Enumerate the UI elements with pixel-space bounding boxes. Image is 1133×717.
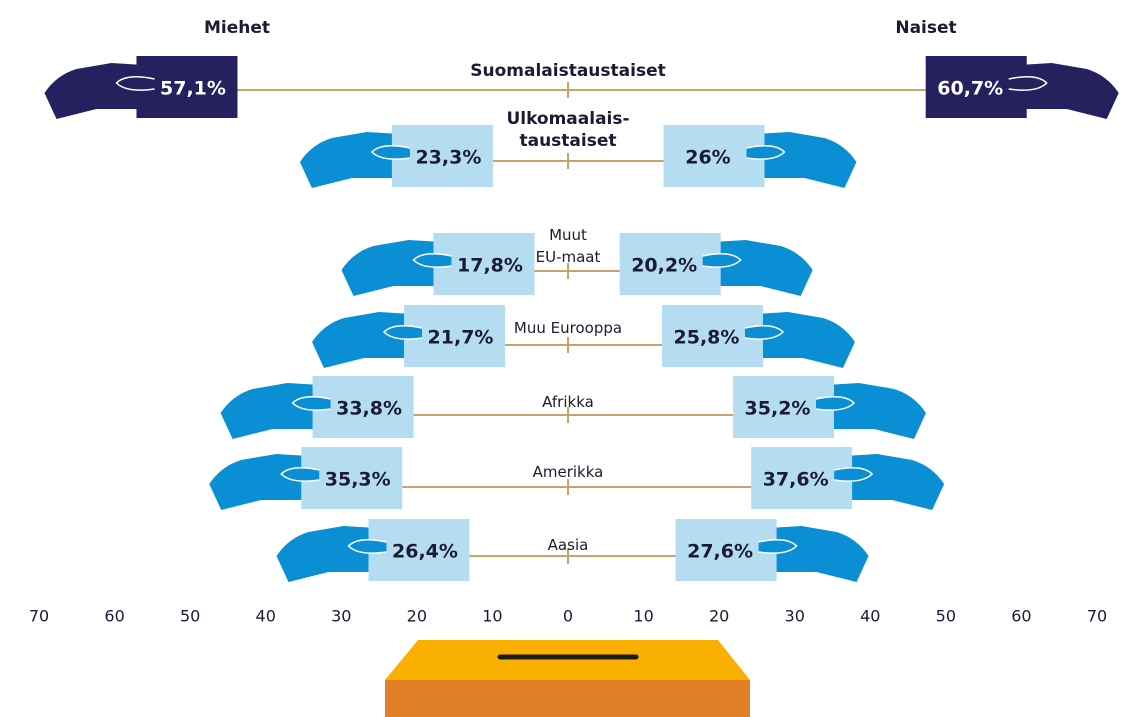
category-label: Aasia (448, 534, 688, 556)
x-tick-label: 10 (482, 607, 502, 626)
x-tick-label: 30 (331, 607, 351, 626)
category-label: Amerikka (448, 461, 688, 483)
category-label: Suomalaistaustaiset (448, 60, 688, 82)
value-label: 60,7% (937, 78, 1003, 100)
hand (844, 454, 944, 510)
series-header: Naiset (895, 18, 956, 38)
hand (44, 63, 144, 119)
x-tick-label: 30 (785, 607, 805, 626)
ballot-box-top (385, 640, 750, 680)
x-tick-label: 60 (1011, 607, 1031, 626)
value-label: 35,2% (745, 398, 811, 420)
hand (209, 454, 309, 510)
value-label: 27,6% (687, 541, 753, 563)
value-label: 37,6% (763, 469, 829, 491)
value-label: 57,1% (160, 78, 226, 100)
hand (276, 526, 376, 582)
x-tick-label: 40 (256, 607, 276, 626)
hand (341, 240, 441, 296)
x-tick-label: 60 (104, 607, 124, 626)
ballot-box-body (385, 680, 750, 717)
hand (221, 383, 321, 439)
category-label: Muut EU-maat (448, 224, 688, 268)
hand (312, 312, 412, 368)
x-tick-label: 50 (180, 607, 200, 626)
value-label: 35,3% (325, 469, 391, 491)
page: Miehet Naiset 70 60 50 40 30 20 10 0 10 20 30 40 50 6… (0, 0, 1133, 717)
hand (756, 132, 856, 188)
hand (826, 383, 926, 439)
hand (755, 312, 855, 368)
hand (1019, 63, 1119, 119)
category-label: Muu Eurooppa (448, 317, 688, 339)
hand (713, 240, 813, 296)
x-tick-label: 20 (407, 607, 427, 626)
x-tick-label: 70 (29, 607, 49, 626)
value-label: 33,8% (336, 398, 402, 420)
series-header: Miehet (204, 18, 270, 38)
hand (769, 526, 869, 582)
x-tick-label: 10 (633, 607, 653, 626)
x-tick-label: 40 (860, 607, 880, 626)
hand (300, 132, 400, 188)
x-tick-label: 0 (563, 607, 573, 626)
x-tick-label: 50 (936, 607, 956, 626)
x-tick-label: 20 (709, 607, 729, 626)
category-label: Ulkomaalais- taustaiset (448, 108, 688, 152)
category-label: Afrikka (448, 391, 688, 413)
value-label: 26% (685, 147, 730, 169)
x-tick-label: 70 (1087, 607, 1107, 626)
